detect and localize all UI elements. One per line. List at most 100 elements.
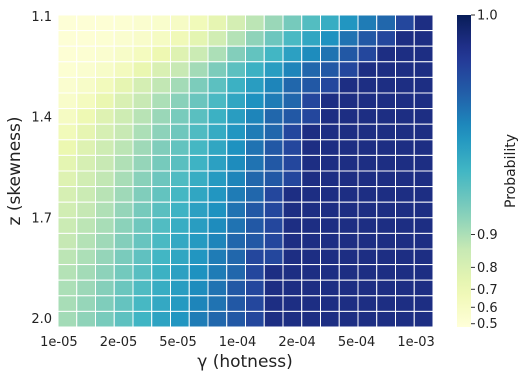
heatmap-cell [357, 248, 378, 266]
y-axis-ticks: 1.1 1.4 1.7 2.0 [31, 10, 52, 327]
heatmap-cell [188, 76, 209, 94]
heatmap-cell [282, 30, 303, 47]
heatmap-cell [263, 14, 284, 32]
x-tick-label: 5e-05 [159, 335, 197, 350]
heatmap-cell [338, 45, 359, 63]
heatmap-cell [170, 108, 190, 125]
heatmap-cell [301, 232, 321, 250]
heatmap-cell [301, 154, 321, 172]
heatmap-cell [263, 139, 284, 156]
heatmap-cell [376, 30, 396, 47]
heatmap-cell [395, 61, 415, 78]
heatmap-cell [170, 186, 190, 203]
heatmap-cell [95, 310, 115, 328]
heatmap-cell [132, 108, 153, 125]
heatmap-cell [263, 264, 284, 281]
heatmap-cell [301, 170, 321, 188]
heatmap-cell [188, 170, 209, 188]
heatmap-cell [357, 108, 378, 125]
heatmap-cell [151, 201, 171, 219]
heatmap-cell [76, 14, 96, 32]
heatmap-cell [282, 186, 303, 203]
heatmap-cell [57, 45, 78, 63]
heatmap-cell [113, 186, 134, 203]
heatmap-cell [132, 264, 153, 281]
x-tick-label: 1e-05 [40, 335, 78, 350]
heatmap-cell [301, 295, 321, 312]
heatmap-cell [395, 186, 415, 203]
heatmap-cell [338, 154, 359, 172]
colorbar-label: Probability [503, 134, 518, 208]
heatmap-cell [338, 61, 359, 78]
heatmap-cell [170, 201, 190, 219]
heatmap-cell [57, 108, 78, 125]
y-tick-label: 1.1 [31, 10, 52, 25]
heatmap-cell [151, 108, 171, 125]
heatmap-cell [376, 76, 396, 94]
heatmap-cell [170, 123, 190, 141]
heatmap-cell [188, 92, 209, 110]
heatmap-cell [226, 61, 246, 78]
heatmap-cell [245, 295, 265, 312]
heatmap-cell [207, 279, 228, 297]
heatmap-cell [207, 170, 228, 188]
heatmap-cell [301, 30, 321, 47]
heatmap-cell [170, 76, 190, 94]
heatmap-cell [263, 295, 284, 312]
heatmap-cell [113, 154, 134, 172]
heatmap-cell [170, 264, 190, 281]
heatmap-cell [282, 217, 303, 234]
heatmap-cell [395, 30, 415, 47]
heatmap-cell [207, 310, 228, 328]
heatmap-cell [207, 45, 228, 63]
heatmap-cell [320, 264, 340, 281]
heatmap-cell [76, 108, 96, 125]
heatmap-cell [357, 61, 378, 78]
heatmap-cell [226, 92, 246, 110]
heatmap-cell [170, 45, 190, 63]
x-tick-label: 2e-04 [278, 335, 316, 350]
heatmap-cell [113, 92, 134, 110]
heatmap-cell [395, 76, 415, 94]
heatmap-cell [95, 295, 115, 312]
heatmap-cell [151, 61, 171, 78]
heatmap-cell [282, 279, 303, 297]
heatmap-cell [170, 14, 190, 32]
heatmap-cell [263, 61, 284, 78]
heatmap-cell [151, 279, 171, 297]
heatmap-cell [301, 264, 321, 281]
heatmap-cell [413, 139, 434, 156]
heatmap-cell [207, 201, 228, 219]
heatmap-cell [301, 45, 321, 63]
heatmap-cell [301, 92, 321, 110]
heatmap-cell [338, 139, 359, 156]
heatmap-cell [376, 232, 396, 250]
colorbar-tick-label: 0.6 [477, 301, 498, 316]
heatmap-cell [320, 154, 340, 172]
heatmap-cell [188, 154, 209, 172]
heatmap-cell [226, 154, 246, 172]
heatmap-cell [263, 76, 284, 94]
heatmap-cell [76, 30, 96, 47]
heatmap-cell [263, 123, 284, 141]
heatmap-cell [226, 248, 246, 266]
heatmap-cell [95, 279, 115, 297]
heatmap-cell [207, 123, 228, 141]
heatmap-cell [245, 76, 265, 94]
heatmap-cell [376, 170, 396, 188]
heatmap-cell [113, 123, 134, 141]
heatmap-cell [413, 279, 434, 297]
heatmap-cell [132, 310, 153, 328]
heatmap-cell [76, 92, 96, 110]
heatmap-cell [357, 217, 378, 234]
heatmap-cell [338, 92, 359, 110]
heatmap-cell [151, 139, 171, 156]
heatmap-cell [413, 154, 434, 172]
heatmap-cell [226, 45, 246, 63]
heatmap-cell [76, 310, 96, 328]
heatmap-cell [113, 170, 134, 188]
heatmap-cell [226, 201, 246, 219]
heatmap-cell [263, 92, 284, 110]
heatmap-cell [376, 310, 396, 328]
